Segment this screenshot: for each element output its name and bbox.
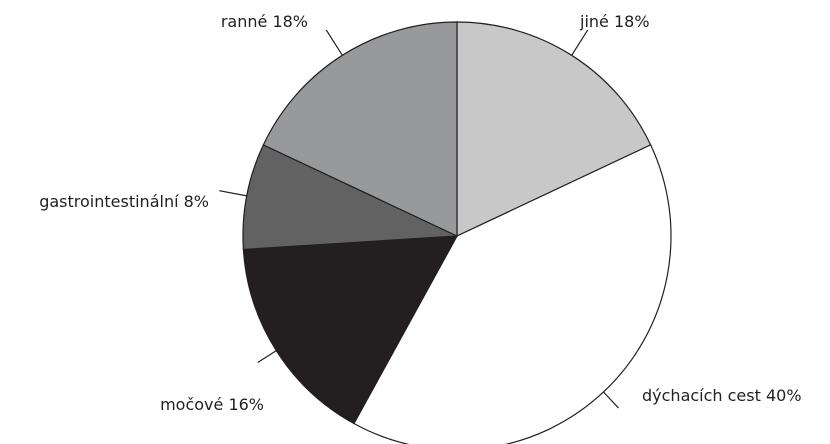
pie-label-jine: jiné 18% [579, 12, 650, 31]
pie-label-mocove: močové 16% [160, 395, 264, 414]
pie-slice-dychacich-cest [353, 144, 672, 444]
pie-slice-gastrointestinalni [242, 144, 458, 251]
pie-label-ranne: ranné 18% [221, 12, 308, 31]
pie-labels: jiné 18% dýchacích cest 40% močové 16% g… [39, 12, 801, 414]
leader-line-mocove [257, 350, 277, 363]
pie-label-gastrointestinalni: gastrointestinální 8% [39, 192, 209, 211]
leader-line-gastrointestinalni [219, 190, 247, 197]
leader-line-ranne [325, 29, 343, 56]
pie-label-dychacich-cest: dýchacích cest 40% [642, 386, 802, 405]
pie-slices [242, 21, 672, 444]
leader-line-jine [571, 29, 589, 56]
leader-line-dychacich-cest [603, 391, 619, 409]
pie-leader-lines [219, 29, 619, 409]
